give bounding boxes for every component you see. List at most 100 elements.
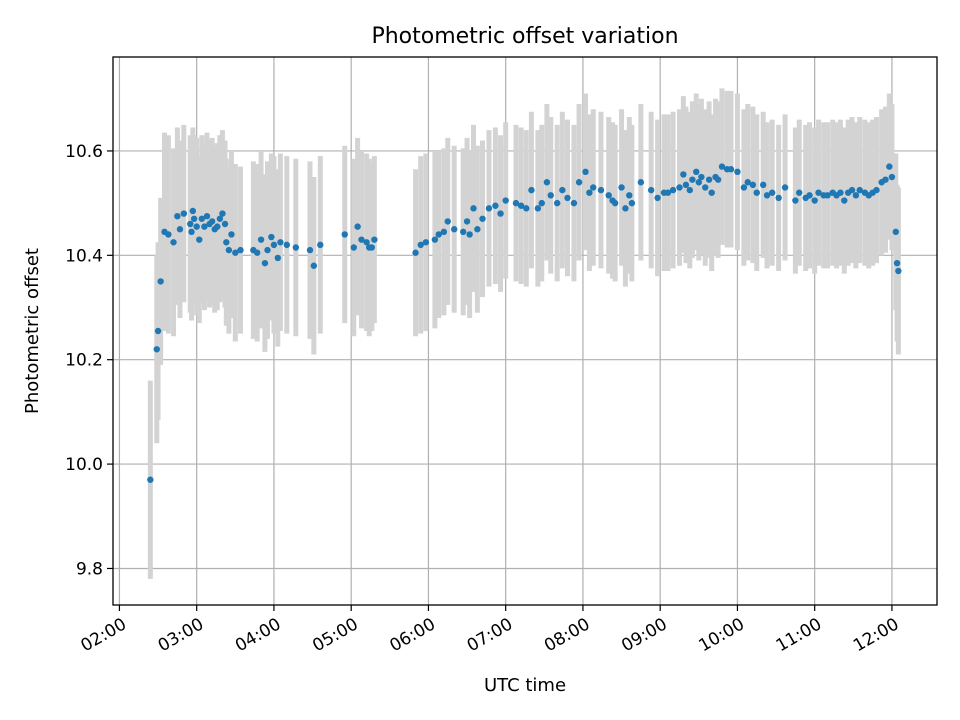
data-point	[363, 239, 370, 246]
data-point	[605, 192, 612, 199]
x-tick-label: 05:00	[309, 614, 361, 656]
data-point	[759, 181, 767, 189]
y-axis-label: Photometric offset	[22, 248, 43, 414]
data-point	[686, 186, 693, 194]
data-point	[470, 205, 477, 212]
x-tick-label: 02:00	[78, 614, 130, 656]
x-axis-label: UTC time	[484, 675, 566, 696]
data-point	[371, 236, 378, 243]
x-tick-label: 03:00	[155, 614, 207, 656]
data-point	[708, 189, 715, 196]
data-point	[170, 239, 177, 246]
data-point	[368, 244, 375, 251]
data-point	[654, 194, 661, 202]
data-point	[763, 192, 771, 199]
data-point	[698, 173, 705, 181]
data-point	[196, 236, 203, 243]
chart-title: Photometric offset variation	[371, 24, 678, 49]
data-point	[682, 181, 690, 189]
data-point	[734, 168, 741, 176]
data-point	[225, 246, 233, 254]
data-point	[219, 210, 226, 217]
data-point	[422, 239, 430, 246]
x-tick-label: 09:00	[618, 614, 670, 656]
plot-frame	[112, 56, 938, 606]
data-point	[676, 184, 683, 191]
data-point	[618, 184, 625, 191]
data-point	[174, 212, 181, 220]
data-point	[886, 163, 893, 170]
data-point	[841, 197, 848, 204]
data-points	[147, 163, 902, 483]
data-point	[693, 168, 700, 176]
data-point	[497, 210, 504, 217]
data-point	[201, 223, 208, 230]
data-point	[460, 228, 467, 236]
data-point	[283, 241, 291, 249]
data-point	[512, 199, 520, 207]
data-point	[553, 199, 561, 207]
y-tick-label: 9.8	[76, 559, 103, 579]
x-tick-label: 07:00	[464, 614, 516, 656]
x-tick-label: 10:00	[696, 614, 748, 656]
data-point	[341, 231, 348, 238]
data-point	[198, 215, 206, 222]
data-point	[463, 218, 471, 225]
data-point	[837, 189, 844, 196]
data-point	[180, 210, 188, 217]
data-point	[888, 173, 896, 181]
data-point	[856, 186, 863, 194]
data-point	[570, 199, 578, 207]
data-point	[261, 259, 269, 267]
data-point	[626, 192, 633, 199]
data-point	[586, 189, 593, 196]
data-point	[187, 220, 194, 228]
data-point	[824, 192, 831, 199]
data-point	[753, 189, 760, 196]
data-point	[176, 226, 184, 233]
data-point	[669, 186, 677, 194]
data-point	[221, 220, 229, 228]
data-point	[528, 186, 535, 194]
x-tick-label: 12:00	[850, 614, 902, 656]
data-point	[232, 249, 239, 256]
data-point	[317, 241, 324, 249]
data-point	[435, 231, 442, 238]
data-point	[806, 192, 813, 199]
data-point	[466, 231, 473, 238]
data-point	[559, 186, 566, 194]
data-point	[796, 189, 803, 196]
data-point	[147, 476, 154, 483]
data-point	[873, 186, 880, 194]
data-point	[474, 226, 481, 233]
data-point	[727, 166, 735, 173]
data-point	[310, 262, 318, 269]
data-point	[270, 241, 278, 249]
data-point	[547, 192, 554, 199]
data-point	[444, 218, 451, 225]
data-point	[792, 197, 799, 204]
data-point	[358, 236, 365, 243]
data-point	[611, 199, 619, 207]
data-point	[695, 179, 703, 186]
data-point	[564, 194, 571, 202]
y-tick-label: 10.0	[65, 455, 103, 475]
data-point	[637, 179, 645, 186]
data-point	[815, 189, 822, 196]
data-point	[718, 163, 726, 170]
data-point	[622, 205, 629, 212]
data-point	[538, 199, 545, 207]
data-point	[575, 179, 583, 186]
data-point	[268, 233, 275, 241]
data-point	[749, 181, 757, 189]
data-point	[354, 223, 361, 230]
data-point	[811, 197, 818, 204]
data-point	[597, 186, 605, 194]
data-point	[492, 202, 499, 209]
data-point	[479, 215, 486, 222]
data-point	[523, 205, 530, 212]
data-point	[165, 231, 172, 238]
x-tick-label: 06:00	[387, 614, 439, 656]
data-point	[647, 186, 655, 194]
